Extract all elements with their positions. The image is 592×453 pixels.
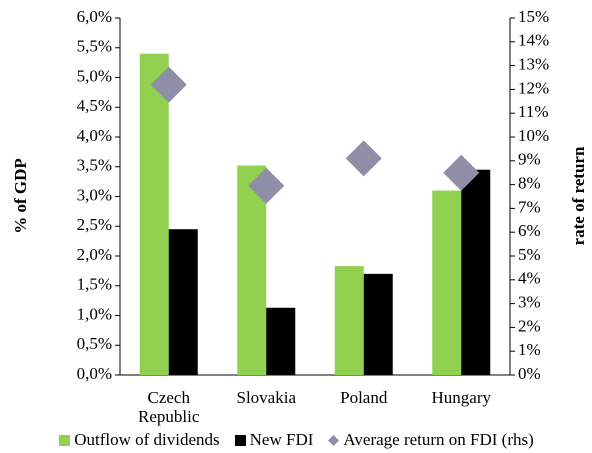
bar (139, 53, 169, 375)
bar (461, 169, 491, 375)
y-tick-label: 6,0% (77, 7, 112, 26)
bar (334, 266, 364, 375)
y-tick-label: 3,5% (77, 156, 112, 175)
legend-swatch (234, 434, 246, 446)
legend-label: New FDI (249, 430, 314, 449)
y2-tick-label: 13% (518, 55, 549, 74)
y-tick-label: 2,0% (77, 245, 112, 264)
y2-tick-label: 3% (518, 293, 541, 312)
y2-tick-label: 10% (518, 126, 549, 145)
bar (266, 307, 296, 375)
y-tick-label: 4,5% (77, 96, 112, 115)
y-axis-title: % of GDP (11, 158, 30, 234)
legend-swatch (328, 434, 340, 446)
legend-label: Average return on FDI (rhs) (343, 430, 534, 449)
legend: Outflow of dividends New FDI Average retur… (0, 430, 592, 450)
y2-axis-title: rate of return (569, 146, 588, 245)
y-tick-label: 1,0% (77, 304, 112, 323)
y2-tick-label: 6% (518, 221, 541, 240)
y2-tick-label: 8% (518, 174, 541, 193)
y2-tick-label: 1% (518, 340, 541, 359)
y2-tick-label: 5% (518, 245, 541, 264)
y-tick-label: 5,0% (77, 66, 112, 85)
x-tick-label: Poland (340, 388, 388, 407)
bar (363, 273, 393, 375)
y-tick-label: 3,0% (77, 185, 112, 204)
legend-label: Outflow of dividends (74, 430, 220, 449)
y2-tick-label: 11% (518, 102, 549, 121)
plot: % of GDP rate of return 0,0% 0,5% 1,0% 1,5%… (11, 7, 588, 383)
legend-item: Outflow of dividends (58, 430, 220, 450)
legend-item: New FDI (234, 430, 314, 450)
diamond-marker (345, 140, 382, 177)
legend-swatch (59, 434, 71, 446)
y2-tick-label: 9% (518, 150, 541, 169)
y2-tick-label: 2% (518, 316, 541, 335)
y-tick-label: 5,5% (77, 37, 112, 56)
x-tick-label: Slovakia (236, 388, 297, 407)
y-tick-label: 1,5% (77, 275, 112, 294)
diamond-marker (150, 66, 187, 103)
bar (168, 229, 198, 375)
y-tick-label: 0,5% (77, 334, 112, 353)
y2-tick-label: 12% (518, 78, 549, 97)
y-tick-label: 4,0% (77, 126, 112, 145)
x-tick-label: Hungary (431, 388, 491, 407)
diamond-marker (443, 154, 480, 191)
bar (237, 165, 267, 375)
legend-item: Average return on FDI (rhs) (327, 430, 534, 450)
y-tick-label: 0,0% (77, 364, 112, 383)
legend-swatch-shape (328, 434, 340, 446)
diamond-marker (248, 167, 285, 204)
y-tick-label: 2,5% (77, 215, 112, 234)
y2-tick-label: 14% (518, 31, 549, 50)
bar (432, 190, 462, 375)
y2-tick-label: 0% (518, 364, 541, 383)
y2-tick-label: 4% (518, 269, 541, 288)
x-tick-label: Czech Republic (138, 388, 200, 426)
legend-swatch-shape (234, 434, 246, 446)
y2-tick-label: 7% (518, 197, 541, 216)
y2-tick-label: 15% (518, 7, 549, 26)
legend-swatch-shape (59, 434, 71, 446)
